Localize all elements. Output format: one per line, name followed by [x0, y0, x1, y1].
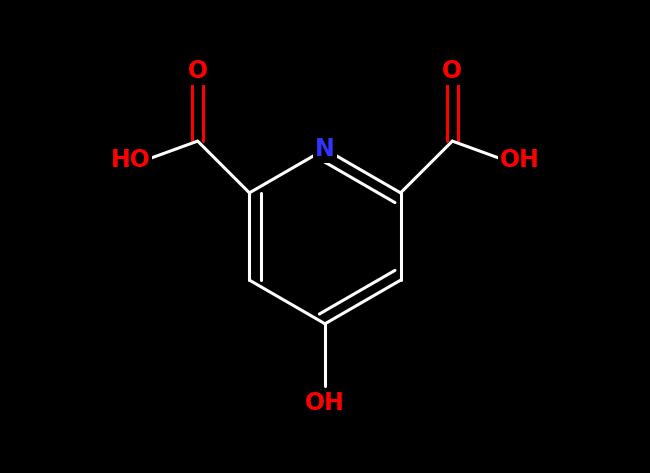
Text: OH: OH	[305, 391, 345, 415]
Text: O: O	[442, 59, 462, 83]
Text: OH: OH	[499, 149, 540, 172]
Text: N: N	[315, 137, 335, 161]
Text: HO: HO	[111, 149, 151, 172]
Text: O: O	[188, 59, 208, 83]
